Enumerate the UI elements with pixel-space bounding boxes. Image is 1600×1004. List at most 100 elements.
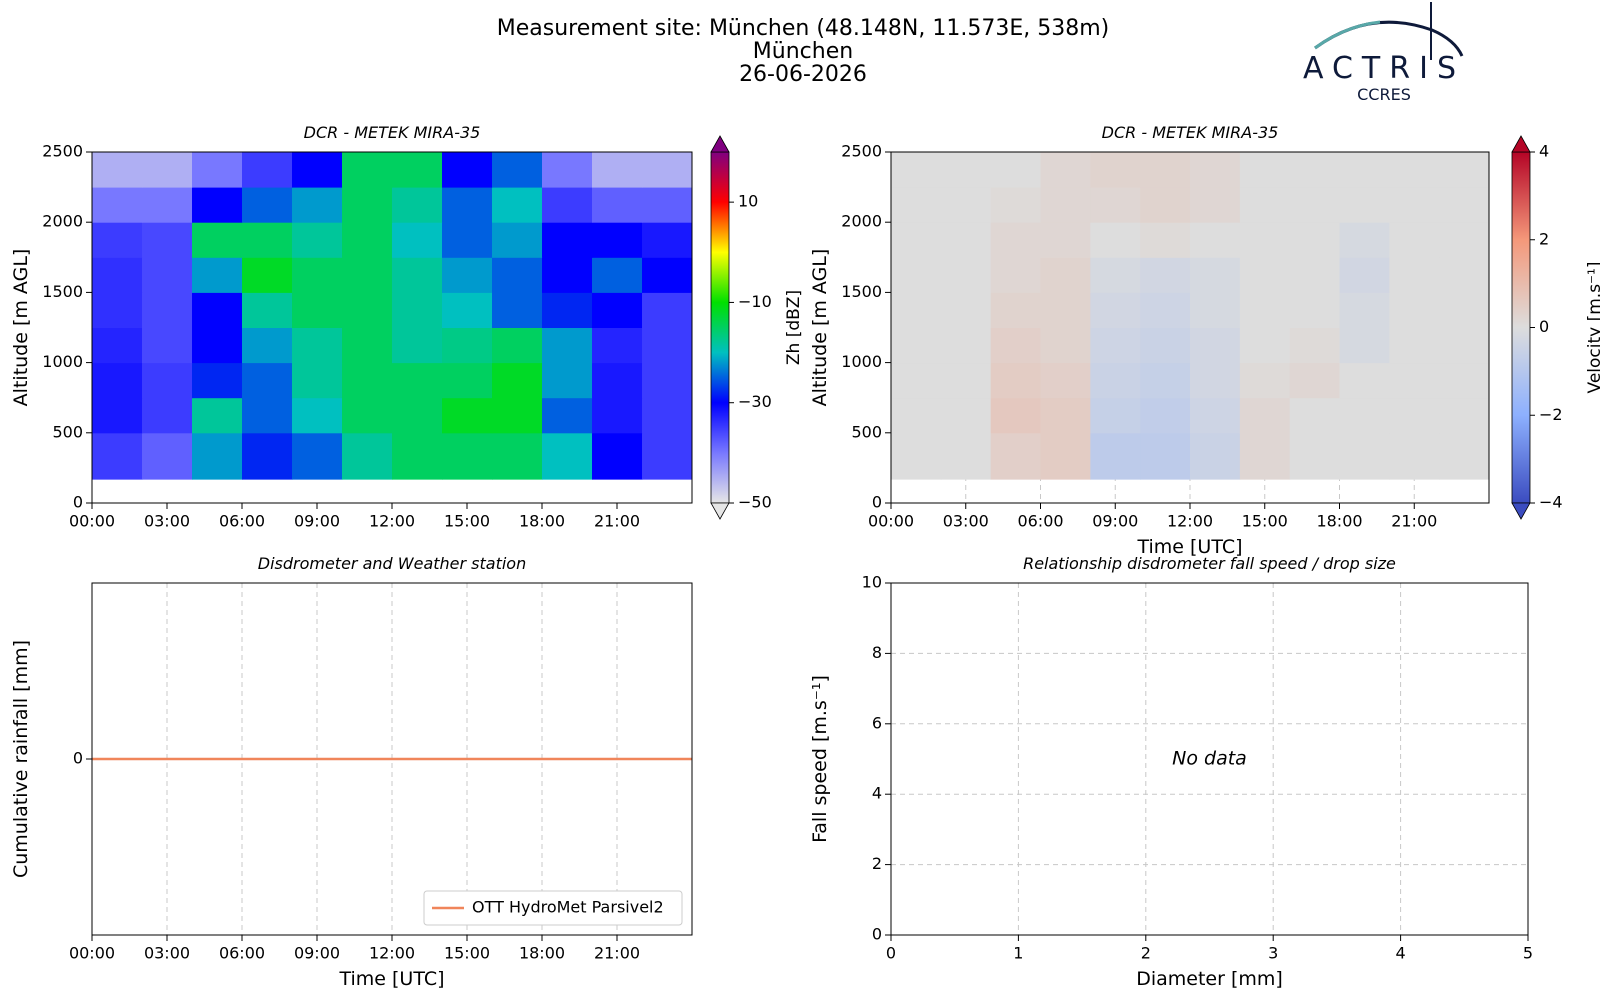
heatmap-cell	[1339, 187, 1390, 223]
x-tick-label: 0	[886, 944, 896, 963]
heatmap-cell	[242, 432, 293, 480]
heatmap-cell	[542, 187, 593, 223]
page-subtitle: München	[753, 39, 853, 64]
heatmap-cell	[592, 152, 643, 188]
heatmap-cell	[1090, 292, 1141, 328]
y-tick-label: 2500	[841, 142, 882, 161]
heatmap-cell	[891, 292, 942, 328]
heatmap-cell	[392, 397, 443, 434]
legend-label: OTT HydroMet Parsivel2	[472, 898, 664, 917]
heatmap-cell	[940, 362, 992, 399]
heatmap-cell	[1190, 362, 1241, 399]
heatmap-cell	[142, 187, 193, 223]
colorbar	[1511, 151, 1531, 504]
heatmap-cell	[292, 187, 343, 223]
y-axis-label: Cumulative rainfall [mm]	[10, 640, 32, 878]
heatmap-cell	[92, 432, 143, 480]
heatmap-cell	[442, 397, 493, 434]
heatmap-cell	[1289, 257, 1340, 293]
colorbar-extend-bottom	[1511, 502, 1531, 520]
heatmap-cell	[1339, 222, 1390, 258]
heatmap-cell	[1239, 222, 1291, 258]
x-tick-label: 21:00	[1391, 512, 1437, 531]
heatmap-cell	[142, 362, 193, 399]
axes-title: DCR - METEK MIRA-35	[1102, 123, 1279, 142]
heatmap-cell	[642, 257, 693, 293]
heatmap-cell	[1439, 257, 1490, 293]
x-tick-label: 03:00	[144, 512, 190, 531]
heatmap-cell	[1090, 432, 1141, 480]
colorbar-tick-label: 0	[1539, 317, 1549, 336]
heatmap-cell	[1140, 152, 1191, 188]
heatmap-cell	[891, 257, 942, 293]
heatmap-cell	[592, 222, 643, 258]
heatmap-cell	[192, 432, 243, 480]
heatmap-cell	[342, 362, 393, 399]
heatmap-cell	[1239, 152, 1291, 188]
y-tick-label: 1000	[42, 352, 83, 371]
heatmap-cell	[891, 152, 942, 188]
heatmap-cell	[242, 257, 293, 293]
heatmap-cell	[891, 397, 942, 434]
heatmap-cell	[392, 432, 443, 480]
heatmap-cell	[940, 257, 992, 293]
y-tick-label: 1000	[841, 352, 882, 371]
y-axis-label: Altitude [m AGL]	[10, 249, 32, 407]
heatmap-cell	[392, 327, 443, 364]
heatmap-cell	[542, 327, 593, 364]
heatmap-cell	[1339, 432, 1390, 480]
logo-text: ACTRIS	[1303, 51, 1465, 86]
x-tick-label: 09:00	[294, 944, 340, 963]
colorbar-tick-label: −10	[738, 292, 772, 311]
axes-title: DCR - METEK MIRA-35	[304, 123, 481, 142]
panel: −4 −2 0 2 4 Velocity [m.s⁻¹] 00:00 03:00 06:00 09…	[809, 123, 1600, 558]
heatmap-cell	[1190, 152, 1241, 188]
heatmap-cell	[990, 292, 1041, 328]
heatmap-cell	[92, 152, 143, 188]
heatmap-cell	[492, 362, 543, 399]
heatmap-cell	[442, 292, 493, 328]
y-tick-label: 8	[872, 643, 882, 662]
x-tick-label: 5	[1523, 944, 1533, 963]
y-tick-label: 0	[872, 925, 882, 944]
heatmap-cell	[292, 257, 343, 293]
heatmap-cell	[242, 152, 293, 188]
heatmap-cell	[242, 292, 293, 328]
legend-box	[423, 890, 683, 926]
heatmap-cell	[990, 257, 1041, 293]
y-axis-label: Altitude [m AGL]	[809, 249, 831, 407]
panel: OTT HydroMet Parsivel2 00:00 03:00 06:00 09:…	[10, 554, 693, 990]
x-tick-label: 03:00	[943, 512, 989, 531]
heatmap-cell	[1190, 187, 1241, 223]
x-tick-label: 2	[1141, 944, 1151, 963]
colorbar-tick-label: −50	[738, 493, 772, 512]
colorbar-label: Zh [dBZ]	[784, 290, 804, 365]
heatmap-cell	[292, 292, 343, 328]
heatmap-cell	[1140, 397, 1191, 434]
heatmap-cell	[192, 187, 243, 223]
y-tick-label: 500	[851, 422, 882, 441]
heatmap-cell	[442, 362, 493, 399]
heatmap-cell	[342, 327, 393, 364]
heatmap-cell	[940, 222, 992, 258]
colorbar-tick-label: −30	[738, 392, 772, 411]
heatmap-cell	[342, 152, 393, 188]
heatmap-cell	[990, 397, 1041, 434]
y-tick-label: 10	[862, 573, 882, 592]
heatmap-cell	[542, 152, 593, 188]
heatmap-cell	[192, 222, 243, 258]
heatmap-cell	[1389, 397, 1440, 434]
heatmap-cell	[1040, 362, 1091, 399]
heatmap-cell	[392, 257, 443, 293]
annotation: No data	[1172, 748, 1247, 770]
x-tick-label: 09:00	[1092, 512, 1138, 531]
y-tick-label: 2500	[42, 142, 83, 161]
heatmap-cell	[1389, 327, 1440, 364]
heatmap-cell	[1090, 397, 1141, 434]
heatmap-cell	[1439, 152, 1490, 188]
heatmap-cell	[1339, 257, 1390, 293]
heatmap-cell	[1439, 432, 1490, 480]
heatmap-cell	[940, 152, 992, 188]
heatmap-cell	[1239, 187, 1291, 223]
